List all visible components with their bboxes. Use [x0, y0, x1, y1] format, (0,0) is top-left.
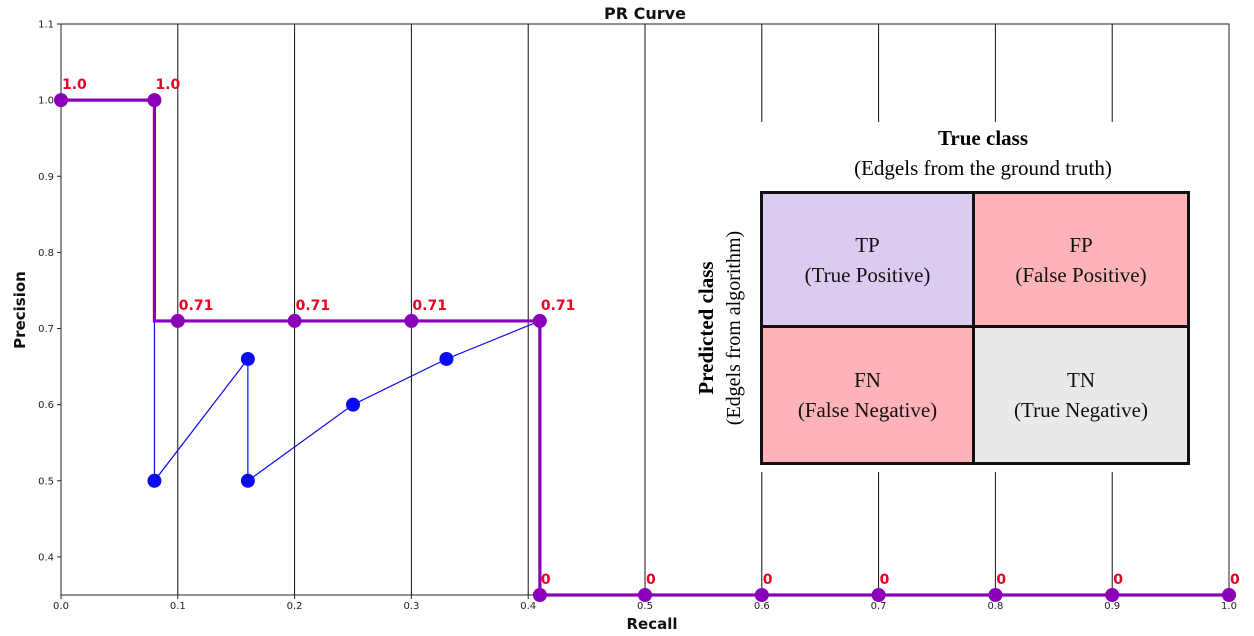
y-tick-label: 0.9 [38, 172, 54, 183]
purple-series-point [988, 588, 1003, 602]
x-tick-label: 0.9 [1104, 601, 1120, 612]
cell-abbr: TP [855, 232, 880, 257]
point-value-label: 0.71 [412, 298, 447, 314]
x-tick-label: 0.1 [170, 601, 186, 612]
purple-series-point [170, 313, 185, 328]
cell-false-positive: FP (False Positive) [975, 194, 1187, 328]
cell-abbr: FN [854, 368, 881, 392]
cell-abbr: TN [1067, 368, 1095, 392]
x-tick-label: 0.8 [987, 601, 1003, 612]
confusion-matrix-inset: True class (Edgels from the ground truth… [680, 122, 1216, 472]
y-tick-label: 0.8 [38, 248, 54, 259]
predicted-class-subtitle: (Edgels from algorithm) [723, 230, 745, 426]
cell-false-negative: FN (False Negative) [763, 328, 975, 462]
purple-series-point [404, 313, 419, 328]
cell-true-positive: TP (True Positive) [763, 194, 975, 328]
x-tick-label: 0.5 [637, 601, 653, 612]
x-tick-label: 0.6 [754, 601, 770, 612]
point-value-label: 0.71 [179, 298, 214, 314]
x-tick-label: 0.0 [53, 601, 69, 612]
x-tick-label: 0.7 [871, 601, 887, 612]
purple-series-point [638, 588, 652, 602]
cell-full: (False Negative) [797, 398, 938, 422]
purple-series-point [754, 588, 769, 602]
x-axis-title: Recall [626, 615, 677, 633]
point-value-label: 0.71 [296, 298, 331, 314]
blue-series-line [153, 100, 541, 483]
true-class-subtitle: (Edgels from the ground truth) [854, 156, 1112, 180]
y-tick-label: 1.0 [38, 96, 54, 107]
y-tick-label: 0.7 [38, 324, 54, 335]
point-value-label: 0 [1113, 572, 1123, 588]
point-value-label: 0 [880, 572, 890, 588]
confusion-matrix-grid: TP (True Positive) FP (False Positive) F… [760, 191, 1190, 465]
blue-series-point [439, 351, 454, 366]
cell-full: (False Positive) [1015, 262, 1147, 287]
cell-true-negative: TN (True Negative) [975, 328, 1187, 462]
cell-abbr: FP [1069, 232, 1093, 257]
purple-series-point [871, 588, 886, 602]
point-value-label: 0 [1230, 572, 1240, 588]
purple-series-point [532, 313, 547, 328]
point-value-label: 0 [646, 572, 656, 588]
x-tick-label: 0.4 [520, 601, 536, 612]
point-value-label: 1.0 [62, 77, 87, 93]
point-value-label: 0 [541, 572, 551, 588]
cell-full: (True Positive) [804, 262, 931, 287]
blue-series-point [240, 473, 255, 488]
purple-series-point [287, 313, 302, 328]
purple-series-point [532, 588, 547, 602]
point-value-label: 0 [996, 572, 1006, 588]
y-tick-label: 1.1 [38, 20, 54, 31]
true-class-title: True class [937, 126, 1029, 150]
chart-title: PR Curve [604, 4, 686, 23]
cell-full: (True Negative) [1014, 398, 1148, 422]
x-tick-label: 1.0 [1221, 601, 1237, 612]
blue-series-point [240, 351, 255, 366]
purple-series-point [147, 93, 162, 108]
point-value-label: 0.71 [541, 298, 576, 314]
y-tick-label: 0.4 [38, 552, 54, 563]
series [54, 93, 1236, 602]
purple-series-line [61, 98, 1229, 597]
data-labels: 1.0 1.0 0.71 0.71 0.71 0.71 0 0 0 0 0 0 0 [62, 77, 1240, 588]
y-tick-label: 0.5 [38, 476, 54, 487]
y-tick-label: 0.6 [38, 400, 54, 411]
point-value-label: 0 [763, 572, 773, 588]
y-axis-title: Precision [11, 271, 29, 349]
blue-series-point [147, 473, 162, 488]
point-value-label: 1.0 [155, 77, 180, 93]
predicted-class-title: Predicted class [694, 261, 718, 395]
purple-series-point [1222, 588, 1236, 602]
blue-series-point [346, 397, 360, 412]
x-tick-label: 0.3 [403, 601, 419, 612]
purple-series-point [54, 93, 68, 108]
predicted-class-label: Predicted class (Edgels from algorithm) [684, 191, 756, 465]
x-tick-label: 0.2 [287, 601, 303, 612]
purple-series-point [1105, 588, 1120, 602]
